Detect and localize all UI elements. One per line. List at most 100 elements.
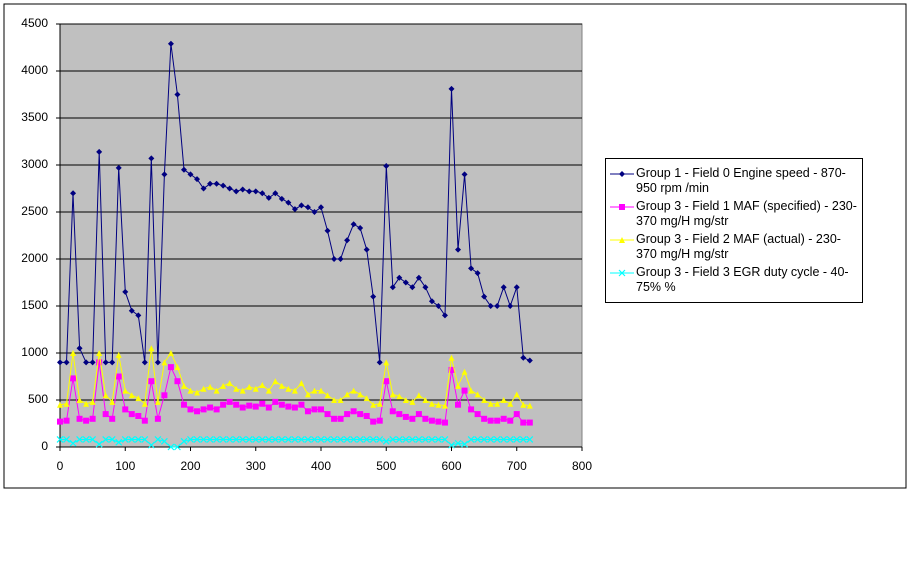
marker: [233, 401, 240, 408]
y-tick-label: 500: [28, 392, 48, 406]
x-tick-label: 300: [246, 459, 266, 473]
marker: [122, 288, 129, 295]
marker: [259, 381, 266, 388]
marker: [63, 436, 70, 443]
marker: [252, 188, 259, 195]
marker: [148, 345, 155, 352]
marker: [89, 436, 97, 443]
marker: [422, 415, 429, 422]
marker: [226, 380, 233, 387]
marker: [278, 382, 285, 389]
marker: [408, 436, 416, 443]
marker: [363, 436, 371, 443]
marker: [259, 190, 266, 197]
y-tick-label: 1500: [21, 298, 48, 312]
marker: [304, 436, 312, 443]
marker: [226, 185, 233, 192]
marker: [494, 417, 501, 424]
legend-entry: Group 1 - Field 0 Engine speed - 870-950…: [608, 166, 860, 196]
marker: [83, 400, 90, 407]
legend-swatch: [610, 237, 634, 243]
marker: [318, 204, 324, 211]
marker: [324, 227, 331, 234]
legend-label: Group 3 - Field 1 MAF (specified) - 230-…: [636, 199, 857, 228]
marker: [76, 415, 83, 422]
marker: [219, 436, 227, 443]
marker: [82, 436, 90, 443]
marker: [474, 391, 481, 398]
marker: [122, 406, 129, 413]
marker: [128, 411, 135, 418]
marker: [187, 406, 194, 413]
marker: [363, 412, 370, 419]
y-tick-label: 3000: [21, 157, 48, 171]
marker: [265, 387, 272, 394]
legend-label: Group 3 - Field 3 EGR duty cycle - 40-75…: [636, 265, 849, 294]
marker: [239, 186, 246, 193]
marker: [63, 400, 70, 407]
marker: [135, 312, 142, 319]
marker: [265, 194, 272, 201]
marker: [415, 274, 422, 281]
marker: [200, 436, 207, 443]
marker: [487, 417, 494, 424]
marker: [356, 436, 364, 443]
marker: [454, 439, 462, 447]
marker: [513, 436, 521, 443]
marker: [421, 436, 429, 443]
marker: [180, 382, 187, 389]
marker: [337, 256, 344, 262]
marker: [455, 246, 462, 253]
marker: [389, 436, 397, 443]
marker: [402, 413, 409, 420]
marker: [96, 350, 103, 356]
marker: [324, 411, 331, 418]
marker: [161, 359, 168, 366]
marker: [167, 443, 175, 451]
marker: [148, 155, 155, 162]
marker: [409, 398, 416, 405]
marker: [376, 436, 384, 443]
y-tick-label: 1000: [21, 345, 48, 359]
marker: [363, 246, 370, 253]
marker: [487, 303, 494, 309]
marker: [161, 171, 168, 178]
marker: [526, 419, 533, 426]
marker: [618, 269, 626, 277]
marker: [206, 436, 214, 443]
marker: [487, 436, 495, 443]
marker: [506, 436, 514, 443]
marker: [246, 402, 253, 409]
marker: [128, 392, 135, 399]
marker: [396, 411, 403, 418]
marker: [507, 303, 514, 309]
marker: [350, 436, 358, 443]
marker: [200, 385, 207, 392]
marker: [409, 415, 416, 422]
marker: [461, 171, 468, 178]
marker: [194, 408, 201, 415]
marker: [57, 401, 63, 408]
marker: [468, 406, 475, 413]
legend-swatch: [610, 204, 634, 210]
marker: [318, 387, 324, 394]
marker: [108, 436, 116, 443]
marker: [160, 437, 168, 445]
marker: [239, 387, 246, 394]
marker: [389, 408, 396, 415]
marker: [102, 359, 109, 366]
marker: [395, 436, 403, 443]
marker: [344, 411, 351, 418]
marker: [324, 392, 331, 399]
marker: [115, 438, 123, 446]
marker: [435, 401, 442, 408]
marker: [389, 391, 396, 398]
marker: [56, 436, 64, 443]
marker: [526, 436, 534, 443]
marker: [194, 176, 201, 183]
x-tick-label: 0: [57, 459, 64, 473]
marker: [147, 441, 155, 449]
marker: [383, 162, 390, 169]
marker: [76, 436, 83, 443]
marker: [370, 418, 377, 425]
